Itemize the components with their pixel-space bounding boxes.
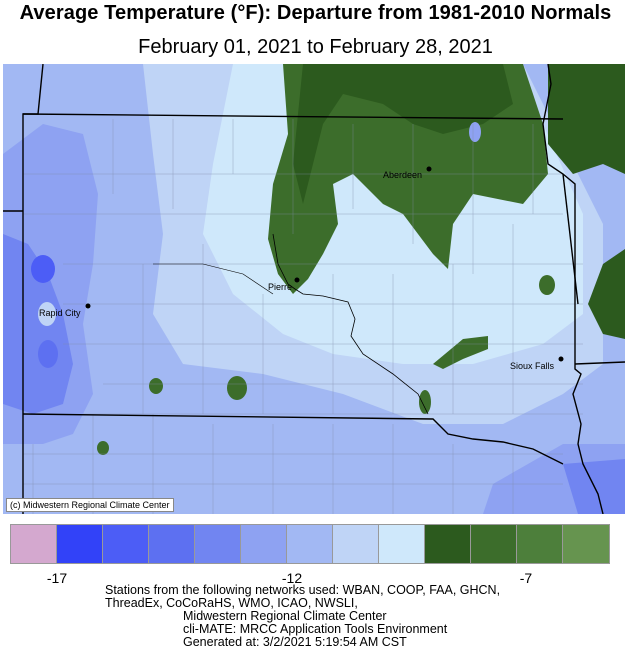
sioux-falls-label: Sioux Falls (510, 361, 555, 371)
black-hills-blue-region (3, 234, 73, 414)
green-spot-missouri (419, 390, 431, 414)
sd-mn-border (542, 64, 604, 514)
map-title: Average Temperature (°F): Departure from… (19, 2, 612, 24)
green-spot-south-central (227, 376, 247, 400)
state-boundaries (3, 64, 625, 514)
black-hills-core (31, 255, 55, 283)
legend-swatch-9 (425, 525, 471, 563)
legend-swatch-7 (333, 525, 379, 563)
nd-sd-border (22, 113, 564, 120)
legend-swatch-4 (195, 525, 241, 563)
east-green-region (588, 249, 625, 339)
color-legend (10, 524, 610, 564)
footer-networks-line1: Stations from the following networks use… (105, 583, 501, 597)
black-hills-light-spot (38, 302, 56, 326)
footer-generated: Generated at: 3/2/2021 5:19:54 AM CST (183, 635, 407, 649)
black-hills-spot (38, 340, 58, 368)
legend-swatch-11 (517, 525, 563, 563)
pierre-marker (294, 277, 300, 283)
legend-swatch-2 (103, 525, 149, 563)
blue-spot-northeast (469, 122, 481, 142)
legend-swatch-5 (241, 525, 287, 563)
legend-swatch-0 (11, 525, 57, 563)
legend-swatch-6 (287, 525, 333, 563)
legend-tick-label: -17 (46, 570, 68, 586)
legend-swatch-3 (149, 525, 195, 563)
legend-tick-label: -7 (519, 570, 533, 586)
date-range-subtitle: February 01, 2021 to February 28, 2021 (138, 36, 493, 58)
green-spot-east (539, 275, 555, 295)
legend-swatch-1 (57, 525, 103, 563)
sd-west-border (22, 64, 44, 514)
footer-center: Midwestern Regional Climate Center (183, 609, 387, 623)
river-tributary (153, 263, 274, 295)
footer-tool: cli-MATE: MRCC Application Tools Environ… (183, 622, 448, 636)
sd-ne-border (22, 413, 564, 465)
northeast-green-region (548, 64, 625, 174)
north-green-core (293, 64, 513, 204)
green-spot-nebraska (97, 441, 109, 455)
missouri-river (272, 233, 429, 415)
aberdeen-label: Aberdeen (383, 170, 422, 180)
footer-networks-line2: ThreadEx, CoCoRaHS, WMO, ICAO, NWSLI, (105, 596, 358, 610)
sioux-falls-marker (558, 356, 564, 362)
pierre-label: Pierre (268, 282, 292, 292)
legend-swatch-10 (471, 525, 517, 563)
legend-swatch-12 (563, 525, 609, 563)
mn-ia-border (574, 361, 625, 365)
copyright-note: (c) Midwestern Regional Climate Center (6, 498, 174, 512)
county-lines (23, 119, 583, 514)
green-spot-southwest (149, 378, 163, 394)
temperature-departure-map: Aberdeen Pierre Rapid City Sioux Falls (3, 64, 625, 514)
rapid-city-label: Rapid City (39, 308, 81, 318)
sd-east-river (562, 173, 579, 305)
rapid-city-marker (85, 303, 91, 309)
legend-swatch-8 (379, 525, 425, 563)
legend-tick-label: -12 (281, 570, 303, 586)
aberdeen-marker (426, 166, 432, 172)
